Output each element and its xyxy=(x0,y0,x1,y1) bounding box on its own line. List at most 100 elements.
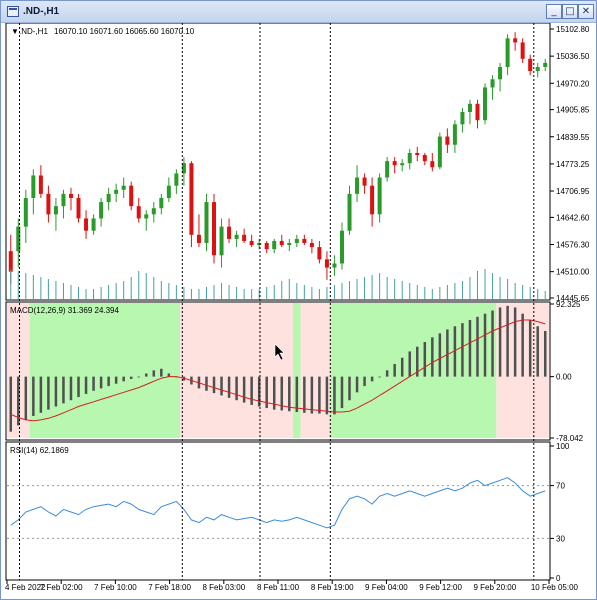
price-pane xyxy=(5,23,551,301)
candle-body xyxy=(181,163,186,174)
time-axis-label: 9 Feb 20:00 xyxy=(473,583,516,592)
macd-bar xyxy=(84,376,88,394)
candle-body xyxy=(362,177,367,186)
macd-bar xyxy=(137,376,140,378)
volume-bar xyxy=(311,287,313,299)
volume-bar xyxy=(333,285,335,299)
price-axis-label: 14445.65 xyxy=(556,294,590,303)
time-axis-label: 7 Feb 02:00 xyxy=(40,583,83,592)
macd-bar xyxy=(220,376,223,396)
macd-bar xyxy=(400,357,404,377)
candle-body xyxy=(204,202,209,244)
candle-body xyxy=(430,161,435,168)
macd-zone-green xyxy=(330,303,497,438)
macd-bar xyxy=(453,326,457,377)
candle-body xyxy=(520,42,525,59)
macd-bar xyxy=(348,376,351,401)
volume-bar xyxy=(416,285,418,299)
macd-bar xyxy=(288,376,291,412)
macd-bar xyxy=(498,307,502,377)
macd-bar xyxy=(446,329,449,377)
candle-body xyxy=(227,226,232,239)
volume-bar xyxy=(25,273,27,299)
macd-bar xyxy=(265,376,268,409)
minimize-button[interactable]: _ xyxy=(546,4,562,19)
volume-bar xyxy=(507,279,509,299)
candle-body xyxy=(46,193,51,215)
candle-body xyxy=(400,163,405,166)
volume-bar xyxy=(379,273,381,299)
price-axis-label: 14905.85 xyxy=(556,106,590,115)
macd-bar xyxy=(9,376,13,432)
macd-bar xyxy=(363,376,366,387)
candle-body xyxy=(272,240,277,250)
volume-bar xyxy=(394,279,396,299)
candle-body xyxy=(355,177,360,194)
macd-bar xyxy=(378,376,381,378)
volume-bar xyxy=(183,287,185,299)
candle-body xyxy=(31,175,36,198)
macd-zones xyxy=(7,303,549,438)
macd-bar xyxy=(92,376,95,391)
volume-bar xyxy=(281,281,283,299)
volume-bar xyxy=(100,287,102,299)
candle-body xyxy=(136,206,141,219)
candle-body xyxy=(543,62,548,67)
candle-body xyxy=(16,226,21,252)
candle-body xyxy=(287,243,292,246)
rsi-axis-label: 70 xyxy=(556,482,565,491)
candle-body xyxy=(407,152,412,164)
macd-bar xyxy=(416,346,419,377)
volume-bar xyxy=(123,281,125,299)
macd-bar xyxy=(227,376,231,398)
close-button[interactable]: ✕ xyxy=(578,4,594,19)
candle-body xyxy=(498,66,503,80)
volume-bar xyxy=(221,283,223,299)
macd-bar xyxy=(528,319,532,377)
volume-bar xyxy=(175,285,177,299)
candle-body xyxy=(535,66,540,72)
price-axis-label: 14839.55 xyxy=(556,133,590,142)
volume-bar xyxy=(168,283,170,299)
candle-body xyxy=(528,58,533,72)
candle-body xyxy=(332,263,337,268)
price-axis-label: 15036.50 xyxy=(556,52,590,61)
chart-area[interactable]: ▼ .ND-,H1 16070.10 16071.60 16065.60 160… xyxy=(1,23,596,599)
candle-body xyxy=(8,251,13,272)
price-axis-label: 14576.30 xyxy=(556,241,590,250)
time-axis-label: 9 Feb 12:00 xyxy=(419,583,462,592)
macd-zone-pink xyxy=(300,303,331,438)
maximize-button[interactable]: □ xyxy=(562,4,578,19)
volume-bar xyxy=(70,285,72,299)
volume-bar xyxy=(145,273,147,299)
macd-bar xyxy=(167,373,171,377)
candle-body xyxy=(91,218,96,231)
macd-bar xyxy=(212,376,216,394)
candle-body xyxy=(513,38,518,43)
time-axis-label: 10 Feb 05:00 xyxy=(531,583,579,592)
candle-body xyxy=(377,177,382,215)
candle-body xyxy=(490,79,495,88)
macd-bar xyxy=(205,376,208,391)
price-axis-label: 14970.20 xyxy=(556,79,590,88)
macd-bar xyxy=(250,376,253,405)
price-header-arrow[interactable]: ▼ xyxy=(11,27,19,36)
volume-bar xyxy=(484,269,486,299)
macd-bar xyxy=(408,351,411,377)
candle-body xyxy=(257,243,262,246)
volume-bar xyxy=(439,287,441,299)
volume-bar xyxy=(138,271,140,299)
volume-bar xyxy=(364,277,366,299)
volume-bar xyxy=(153,277,155,299)
volume-bar xyxy=(243,289,245,299)
title-bar[interactable]: .ND-,H1 _ □ ✕ xyxy=(1,1,596,23)
macd-bar xyxy=(99,376,103,389)
volume-bar xyxy=(78,287,80,299)
price-candles xyxy=(8,32,548,284)
macd-bar xyxy=(257,376,261,407)
macd-bar xyxy=(69,376,73,401)
macd-zone-green xyxy=(29,303,181,438)
macd-axis-label: 92.325 xyxy=(556,300,581,309)
macd-bar xyxy=(122,376,125,382)
